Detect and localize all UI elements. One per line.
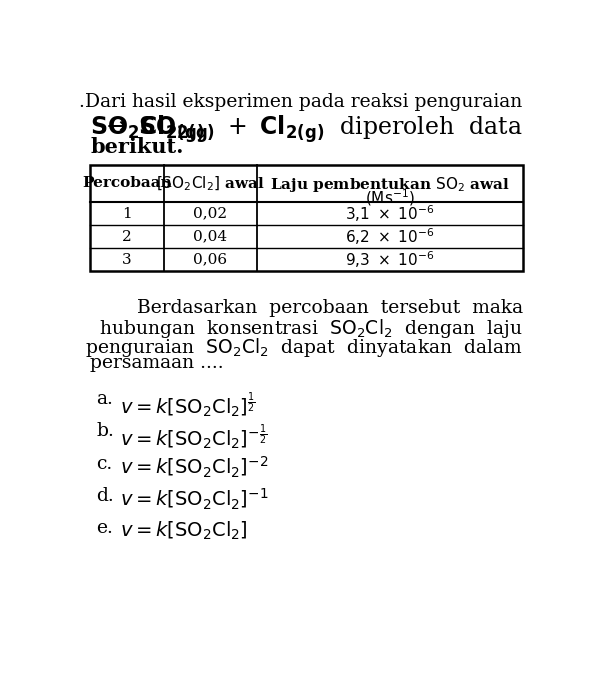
Text: penguraian  $\mathrm{SO_2Cl_2}$  dapat  dinyatakan  dalam: penguraian $\mathrm{SO_2Cl_2}$ dapat din… bbox=[85, 336, 523, 359]
Text: 3: 3 bbox=[122, 253, 132, 267]
Text: 0,02: 0,02 bbox=[193, 207, 227, 220]
Text: $v = k[\mathrm{SO_2Cl_2}]^{\frac{1}{2}}$: $v = k[\mathrm{SO_2Cl_2}]^{\frac{1}{2}}$ bbox=[120, 390, 255, 419]
Text: $v = k[\mathrm{SO_2Cl_2}]$: $v = k[\mathrm{SO_2Cl_2}]$ bbox=[120, 519, 248, 542]
Text: Percobaan: Percobaan bbox=[82, 177, 172, 190]
Text: 2: 2 bbox=[122, 230, 132, 243]
Text: $\mathbf{SO_2Cl_{2(g)}}$: $\mathbf{SO_2Cl_{2(g)}}$ bbox=[90, 113, 205, 145]
Text: c.: c. bbox=[96, 454, 112, 473]
Text: $[\mathrm{SO_2Cl_2}]$ awal: $[\mathrm{SO_2Cl_2}]$ awal bbox=[156, 175, 265, 193]
Text: $9{,}3\ \times\ 10^{-6}$: $9{,}3\ \times\ 10^{-6}$ bbox=[345, 250, 435, 270]
Text: $\rightarrow\ \mathbf{SO_{2(g)}}\ +\ \mathbf{Cl_{2(g)}}$  diperoleh  data: $\rightarrow\ \mathbf{SO_{2(g)}}\ +\ \ma… bbox=[102, 113, 523, 145]
Text: 0,04: 0,04 bbox=[193, 230, 227, 243]
Text: d.: d. bbox=[96, 487, 114, 505]
Bar bbox=[90, 165, 523, 271]
Text: a.: a. bbox=[96, 390, 114, 408]
Text: $v = k[\mathrm{SO_2Cl_2}]^{-2}$: $v = k[\mathrm{SO_2Cl_2}]^{-2}$ bbox=[120, 454, 268, 479]
Text: e.: e. bbox=[96, 519, 114, 537]
Text: hubungan  konsentrasi  $\mathrm{SO_2Cl_2}$  dengan  laju: hubungan konsentrasi $\mathrm{SO_2Cl_2}$… bbox=[99, 317, 523, 340]
Text: Laju pembentukan $\mathrm{SO_2}$ awal: Laju pembentukan $\mathrm{SO_2}$ awal bbox=[270, 175, 510, 194]
Text: $(\mathrm{Ms^{-1}})$: $(\mathrm{Ms^{-1}})$ bbox=[365, 188, 415, 208]
Text: 1: 1 bbox=[122, 207, 132, 220]
Text: berikut.: berikut. bbox=[90, 136, 184, 156]
Text: persamaan ....: persamaan .... bbox=[90, 355, 224, 372]
Text: Berdasarkan  percobaan  tersebut  maka: Berdasarkan percobaan tersebut maka bbox=[136, 299, 523, 317]
Text: $v = k[\mathrm{SO_2Cl_2}]^{-\frac{1}{2}}$: $v = k[\mathrm{SO_2Cl_2}]^{-\frac{1}{2}}… bbox=[120, 422, 267, 452]
Text: Dari hasil eksperimen pada reaksi penguraian: Dari hasil eksperimen pada reaksi pengur… bbox=[86, 93, 523, 111]
Text: $v = k[\mathrm{SO_2Cl_2}]^{-1}$: $v = k[\mathrm{SO_2Cl_2}]^{-1}$ bbox=[120, 487, 269, 512]
Text: .: . bbox=[78, 93, 84, 111]
Text: $3{,}1\ \times\ 10^{-6}$: $3{,}1\ \times\ 10^{-6}$ bbox=[345, 203, 435, 224]
Text: 0,06: 0,06 bbox=[193, 253, 227, 267]
Text: b.: b. bbox=[96, 422, 114, 440]
Text: $6{,}2\ \times\ 10^{-6}$: $6{,}2\ \times\ 10^{-6}$ bbox=[345, 226, 435, 247]
